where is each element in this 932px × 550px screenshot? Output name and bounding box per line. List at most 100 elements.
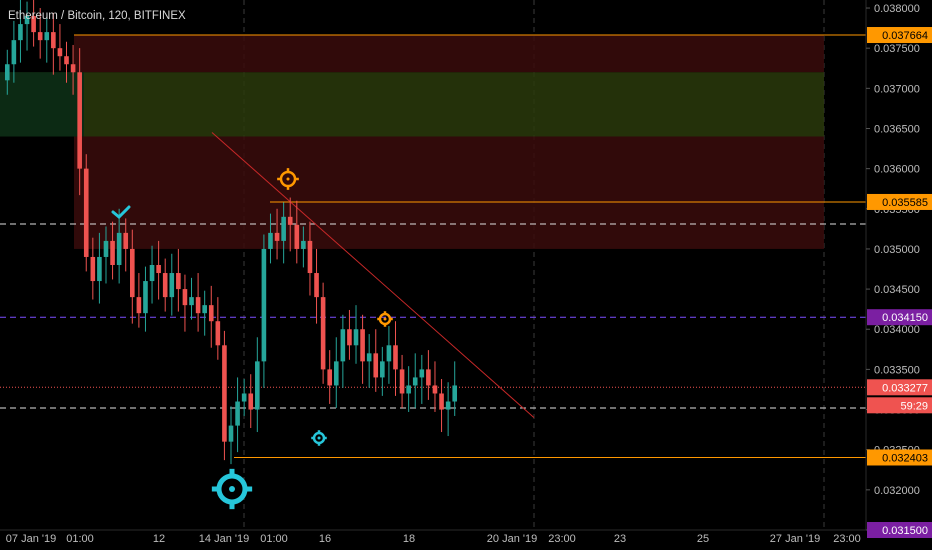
candle-body bbox=[11, 40, 17, 65]
candle-body bbox=[248, 393, 254, 410]
price-tick-label: 0.032000 bbox=[874, 485, 920, 497]
time-tick-label: 07 Jan '19 bbox=[6, 533, 56, 545]
price-tick-label: 0.036500 bbox=[874, 123, 920, 135]
candle-body bbox=[412, 377, 418, 386]
candle-body bbox=[340, 329, 346, 362]
candle-body bbox=[143, 281, 148, 314]
candle-body bbox=[452, 385, 458, 402]
candle-body bbox=[44, 32, 50, 41]
time-tick-label: 20 Jan '19 bbox=[487, 533, 537, 545]
candle-body bbox=[51, 32, 56, 49]
trendline[interactable] bbox=[211, 132, 535, 418]
candle-body bbox=[333, 361, 339, 386]
candle-body bbox=[268, 232, 273, 249]
candle-body bbox=[103, 240, 109, 257]
candle-body bbox=[189, 297, 194, 306]
candle-body bbox=[360, 329, 365, 362]
candle-body bbox=[176, 273, 181, 290]
zone-1 bbox=[0, 72, 824, 137]
candle-body bbox=[208, 305, 214, 322]
time-tick-label: 25 bbox=[697, 533, 709, 545]
candle-body bbox=[406, 385, 411, 394]
time-tick-label: 23:00 bbox=[548, 533, 576, 545]
candle-body bbox=[64, 56, 69, 65]
target-icon-orange-top-dot bbox=[286, 177, 290, 181]
target-icon-orange-top bbox=[277, 168, 299, 190]
candle-body bbox=[123, 232, 129, 249]
candle-body bbox=[24, 16, 30, 25]
candle-body bbox=[169, 273, 175, 298]
time-axis[interactable]: 07 Jan '19 01:00 12 14 Jan '19 01:00 16 18 20 J… bbox=[6, 533, 861, 545]
time-tick-label: 18 bbox=[403, 533, 415, 545]
time-tick-label: 01:00 bbox=[66, 533, 94, 545]
price-tag-label: 0.031500 bbox=[882, 525, 928, 537]
candle-body bbox=[215, 321, 221, 346]
candle-body bbox=[116, 232, 122, 265]
candle-body bbox=[202, 305, 207, 314]
candle-body bbox=[353, 329, 359, 346]
target-icon-cyan-large-dot bbox=[229, 486, 235, 492]
price-tag-bg bbox=[867, 397, 932, 414]
time-tick-label: 23:00 bbox=[833, 533, 861, 545]
candle-body bbox=[426, 369, 431, 386]
price-tag-bg bbox=[867, 193, 932, 210]
candle-body bbox=[18, 24, 23, 41]
zone-2 bbox=[74, 136, 824, 249]
candle-body bbox=[222, 345, 227, 442]
candle-body bbox=[274, 232, 280, 241]
price-tag-bg bbox=[867, 449, 932, 466]
time-tick-label: 27 Jan '19 bbox=[770, 533, 820, 545]
price-tick-label: 0.036000 bbox=[874, 164, 920, 176]
price-tick-label: 0.034500 bbox=[874, 284, 920, 296]
candle-body bbox=[110, 240, 115, 265]
candle-body bbox=[432, 385, 438, 394]
candle-body bbox=[57, 48, 63, 57]
time-tick-label: 14 Jan '19 bbox=[199, 533, 249, 545]
candle-body bbox=[228, 425, 234, 442]
candle-body bbox=[439, 393, 444, 410]
candle-body bbox=[380, 361, 385, 378]
target-icon-cyan-large bbox=[211, 468, 253, 510]
candle-body bbox=[281, 216, 286, 241]
price-tag-bg bbox=[867, 309, 932, 326]
price-tick-label: 0.034000 bbox=[874, 324, 920, 336]
price-tag-label: 0.034150 bbox=[882, 312, 928, 324]
candle-body bbox=[347, 329, 352, 346]
candle-body bbox=[445, 401, 451, 410]
candle-body bbox=[136, 297, 142, 314]
candle-body bbox=[255, 361, 260, 410]
candle-body bbox=[83, 168, 89, 257]
candle-body bbox=[77, 72, 82, 169]
candle-body bbox=[195, 297, 201, 314]
price-tag-label: 0.032403 bbox=[882, 452, 928, 464]
candle-body bbox=[97, 256, 102, 282]
candle-body bbox=[419, 369, 425, 378]
grid bbox=[243, 0, 825, 530]
candle-body bbox=[327, 369, 332, 386]
check-icon bbox=[111, 205, 131, 220]
zones bbox=[0, 35, 824, 249]
candle-body bbox=[130, 248, 135, 298]
candle-body bbox=[156, 265, 161, 274]
candle-body bbox=[307, 240, 313, 274]
candle-body bbox=[287, 216, 293, 225]
candles bbox=[4, 0, 458, 465]
candle-body bbox=[399, 369, 405, 394]
candle-body bbox=[235, 401, 240, 426]
candle-body bbox=[393, 345, 398, 370]
price-tag-bg bbox=[867, 522, 932, 538]
candle-body bbox=[294, 224, 300, 249]
price-tick-label: 0.033500 bbox=[874, 364, 920, 376]
price-tag-label: 59:29 bbox=[900, 400, 928, 412]
target-icon-cyan-small-dot bbox=[317, 436, 321, 440]
candle-body bbox=[31, 16, 36, 33]
candle-body bbox=[149, 265, 155, 282]
candle-body bbox=[366, 353, 372, 362]
price-tag-label: 0.033277 bbox=[882, 382, 928, 394]
price-tick-label: 0.037500 bbox=[874, 43, 920, 55]
target-icon-orange-mid-dot bbox=[383, 317, 387, 321]
price-tag-bg bbox=[867, 379, 932, 396]
candle-body bbox=[4, 64, 10, 81]
target-icon-cyan-small bbox=[311, 430, 327, 446]
